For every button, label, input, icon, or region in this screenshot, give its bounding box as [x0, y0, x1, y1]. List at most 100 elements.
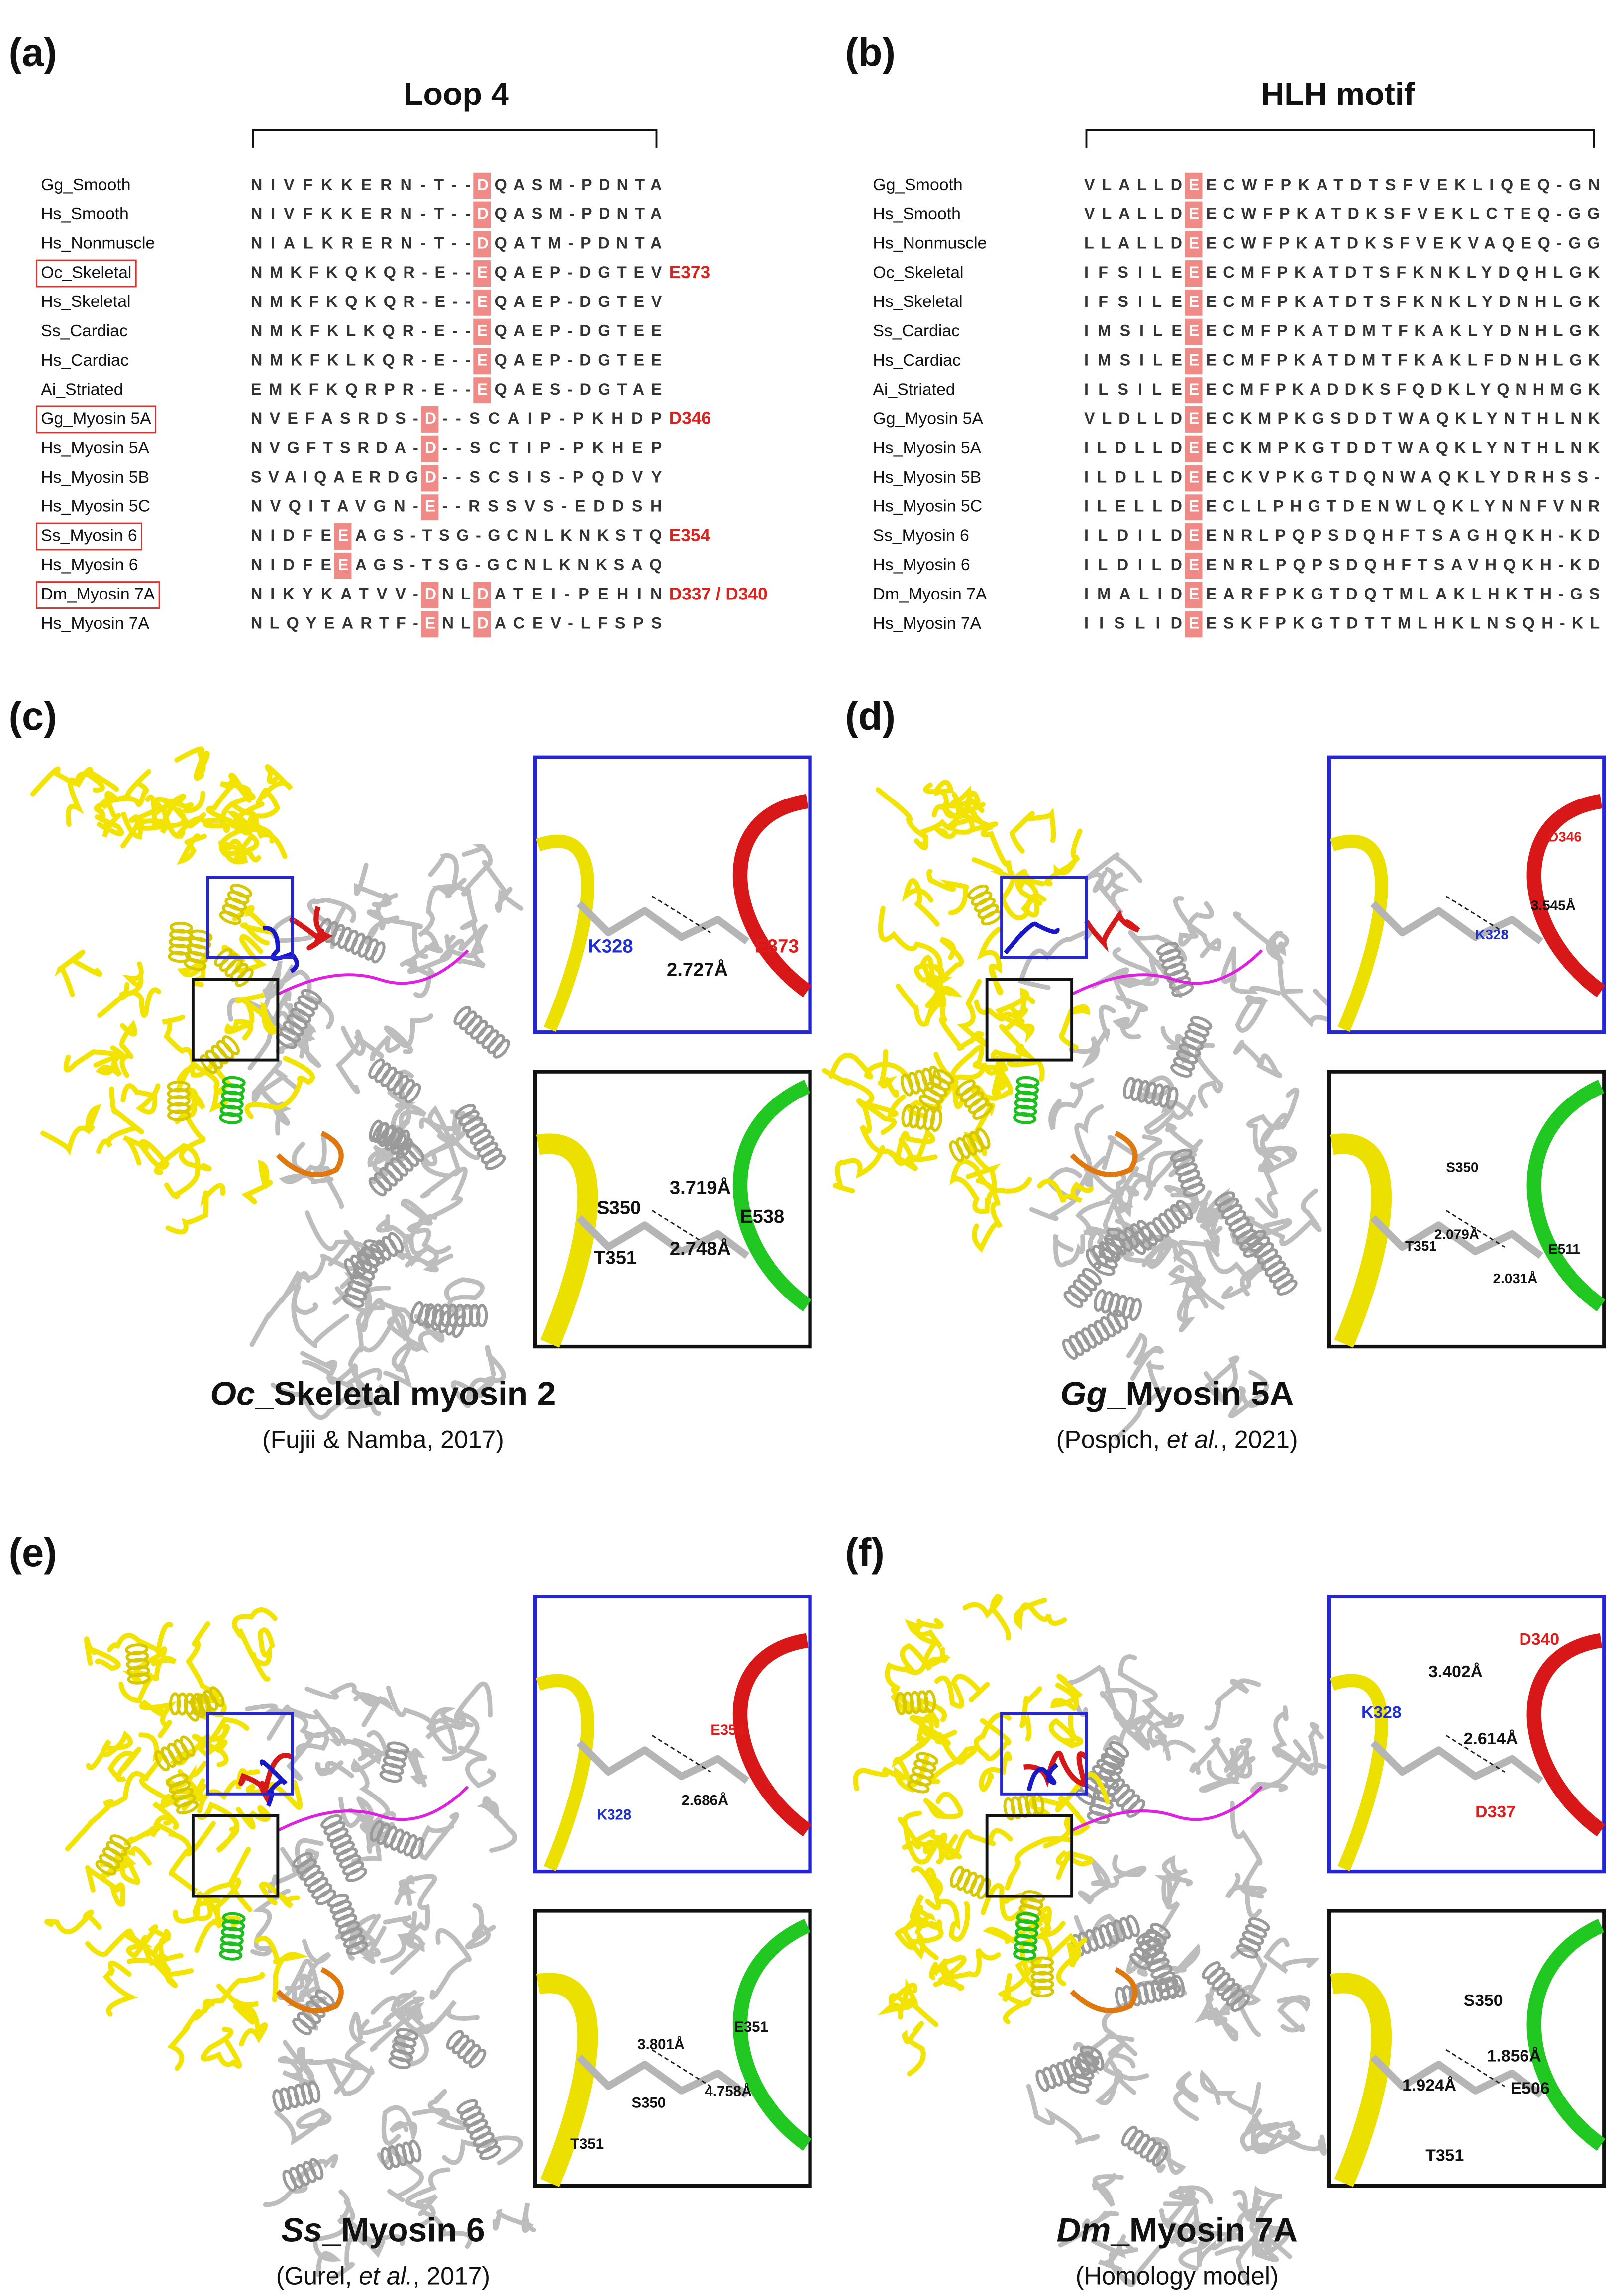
- yellow-ribbon: [914, 792, 965, 850]
- citation-part: , 2021): [1220, 1426, 1298, 1454]
- sequence-name: Hs_Myosin 6: [41, 555, 138, 574]
- grey-ribbon: [492, 2202, 536, 2233]
- residue-highlight: [1185, 523, 1203, 550]
- grey-ribbon: [344, 2012, 367, 2071]
- yellow-ribbon: [1329, 1674, 1388, 1871]
- sequence-segment: NVGFTSRDA-: [251, 439, 418, 457]
- inset-label: E373: [754, 935, 799, 957]
- helix: [200, 1035, 240, 1074]
- yellow-ribbon: [219, 801, 265, 862]
- helix: [166, 1773, 199, 1815]
- inset-label: K328: [1361, 1703, 1402, 1722]
- inset-label: K328: [588, 935, 633, 957]
- yellow-ribbon: [84, 1636, 121, 1671]
- helix-turn: [294, 2084, 306, 2107]
- yellow-ribbon: [102, 1960, 138, 2017]
- grey-ribbon: [304, 1682, 377, 1707]
- inset-label: S350: [597, 1197, 641, 1218]
- helix: [1094, 1289, 1142, 1321]
- grey-ribbon: [1164, 1185, 1199, 1218]
- grey-ribbon: [1173, 2071, 1199, 2121]
- citation-part: (Homology model): [1076, 2262, 1279, 2290]
- helix-turn: [184, 1700, 200, 1722]
- helix: [272, 2080, 321, 2112]
- helix: [1170, 1148, 1206, 1197]
- grey-ribbon: [1095, 867, 1130, 915]
- name-box: [35, 259, 137, 288]
- citation: (Homology model): [1076, 2262, 1279, 2290]
- residue-highlight: [1185, 289, 1203, 316]
- blue-box: [1000, 1712, 1088, 1796]
- grey-ribbon: [347, 1920, 387, 1961]
- sequence-segment: IMSILE: [1084, 322, 1182, 340]
- residue-highlight: [421, 611, 439, 638]
- helix-turn: [154, 1750, 170, 1772]
- yellow-ribbon: [241, 1159, 273, 1205]
- sequence-name: Ai_Striated: [873, 380, 955, 399]
- yellow-ribbon: [139, 1699, 177, 1738]
- yellow-ribbon: [934, 1674, 990, 1709]
- helix: [380, 2139, 422, 2170]
- grey-ribbon: [364, 917, 429, 959]
- highlighted-residue: D: [477, 614, 489, 632]
- highlighted-residue: E: [1189, 556, 1200, 574]
- helix-turn: [1137, 1080, 1150, 1103]
- highlighted-residue: E: [477, 263, 488, 281]
- inset-label: D346: [1548, 829, 1582, 844]
- sequence-name: Ss_Cardiac: [873, 321, 960, 340]
- yellow-ribbon: [120, 1083, 161, 1115]
- yellow-ribbon: [902, 878, 940, 927]
- helix-turn: [379, 1770, 403, 1783]
- grey-ribbon: [1260, 1087, 1300, 1162]
- yellow-ribbon: [910, 1894, 943, 1935]
- yellow-ribbon: [121, 807, 187, 840]
- panel-label: (b): [845, 30, 896, 75]
- inset-label: T351: [1405, 1238, 1437, 1254]
- inset-label: K328: [597, 1807, 631, 1823]
- yellow-ribbon: [878, 906, 943, 981]
- sequence-segment: ACEV-LFSPS: [495, 614, 662, 632]
- highlighted-residue: E: [1189, 468, 1200, 486]
- green-ribbon: [732, 1918, 812, 2151]
- residue-note: D346: [669, 409, 711, 428]
- helix-turn: [307, 2080, 321, 2103]
- helix-turn: [219, 1112, 243, 1124]
- yellow-ribbon: [1059, 1004, 1090, 1050]
- inset-label: E511: [1548, 1241, 1580, 1257]
- grey-ribbon: [1178, 1239, 1251, 1299]
- yellow-ribbon: [63, 1049, 128, 1073]
- citation: (Fujii & Namba, 2017): [262, 1426, 504, 1454]
- sequence-segment: NIALKRERN-T--: [251, 234, 471, 252]
- residue-highlight: [1185, 552, 1203, 579]
- sequence-segment: NMKFKQKQR-E--: [251, 293, 471, 310]
- helix-turn: [930, 1108, 942, 1132]
- yellow-ribbon: [890, 1137, 938, 1171]
- grey-ribbon: [1091, 947, 1154, 989]
- residue-stick: [1370, 900, 1543, 945]
- helix: [368, 1058, 421, 1104]
- helix-turn: [346, 1941, 368, 1955]
- residue-highlight: [421, 465, 439, 492]
- yellow-ribbon: [216, 1983, 268, 2047]
- name-box: [35, 522, 142, 551]
- grey-ribbon: [278, 2055, 360, 2086]
- helix-turn: [1183, 1183, 1206, 1197]
- grey-ribbon: [1163, 2185, 1214, 2206]
- helix-turn: [387, 2145, 401, 2168]
- red-ribbon: [1526, 1633, 1606, 1837]
- helix: [154, 1735, 196, 1772]
- yellow-ribbon: [255, 764, 293, 805]
- magenta-loop: [277, 1786, 469, 1832]
- inset-label: 2.727Å: [667, 958, 728, 980]
- helix: [379, 1741, 409, 1783]
- grey-ribbon: [1189, 1737, 1252, 1775]
- residue-highlight: [473, 318, 491, 345]
- grey-ribbon: [377, 2144, 424, 2202]
- grey-ribbon: [1103, 2041, 1136, 2076]
- helix-turn: [184, 958, 207, 971]
- helix: [342, 1239, 386, 1308]
- yellow-ribbon: [201, 2026, 242, 2069]
- sequence-segment: ECWFPKATDKSFVEKLCTEQ-GG: [1206, 205, 1600, 223]
- yellow-ribbon: [252, 1627, 275, 1682]
- sequence-segment: QAEP-DGTEE: [495, 322, 662, 340]
